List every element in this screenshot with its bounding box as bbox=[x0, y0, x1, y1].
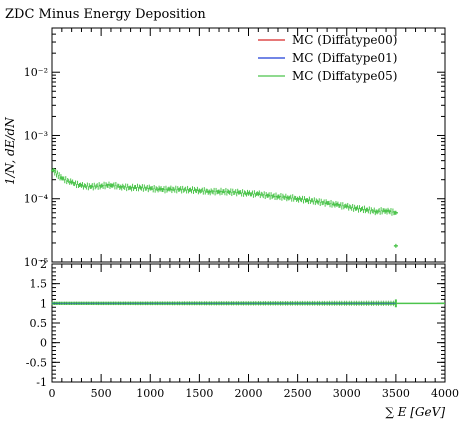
x-axis-label: ∑ E [GeV] bbox=[385, 405, 445, 419]
chart-title: ZDC Minus Energy Deposition bbox=[5, 7, 206, 22]
ratio-y-tick-label: 0 bbox=[40, 337, 47, 350]
y-tick-label: 10⁻⁵ bbox=[24, 256, 48, 269]
data-point bbox=[393, 243, 398, 248]
x-tick-label: 2500 bbox=[284, 387, 312, 400]
legend-label: MC (Diffatype05) bbox=[292, 69, 397, 83]
x-tick-label: 2000 bbox=[235, 387, 263, 400]
y-tick-label: 10⁻³ bbox=[24, 129, 48, 142]
main-panel: 1/N, dE/dN 10⁻⁵ 10⁻⁴ 10⁻³ 10⁻² MC (Diffatype0… bbox=[3, 27, 446, 269]
ratio-y-tick-label: 1.5 bbox=[30, 278, 48, 291]
y-axis-label: 1/N, dE/dN bbox=[3, 117, 17, 185]
y-tick-label: 10⁻² bbox=[24, 66, 48, 79]
x-tick-label: 500 bbox=[91, 387, 112, 400]
x-tick-label: 1500 bbox=[185, 387, 213, 400]
ratio-panel: -1 -0.5 0 0.5 1 1.5 2 0 500 1000 1500 2000 2500 3000 3… bbox=[26, 258, 459, 419]
y-tick-label: 10⁻⁴ bbox=[24, 193, 49, 206]
legend-entry: MC (Diffatype00) bbox=[258, 33, 397, 47]
legend-label: MC (Diffatype01) bbox=[292, 51, 397, 65]
legend-entry: MC (Diffatype01) bbox=[258, 51, 397, 65]
ratio-y-tick-label: -0.5 bbox=[26, 356, 47, 369]
x-tick-label: 3000 bbox=[333, 387, 361, 400]
ratio-y-tick-label: 1 bbox=[40, 297, 47, 310]
ratio-y-tick-label: 2 bbox=[40, 258, 47, 271]
ratio-y-tick-label: -1 bbox=[36, 376, 47, 389]
legend-entry: MC (Diffatype05) bbox=[258, 69, 397, 83]
ratio-y-tick-label: 0.5 bbox=[30, 317, 48, 330]
x-tick-label: 0 bbox=[49, 387, 56, 400]
x-tick-label: 1000 bbox=[136, 387, 164, 400]
x-tick-label: 4000 bbox=[431, 387, 459, 400]
ratio-panel-frame bbox=[51, 263, 446, 383]
x-tick-label: 3500 bbox=[382, 387, 410, 400]
legend-label: MC (Diffatype00) bbox=[292, 33, 397, 47]
